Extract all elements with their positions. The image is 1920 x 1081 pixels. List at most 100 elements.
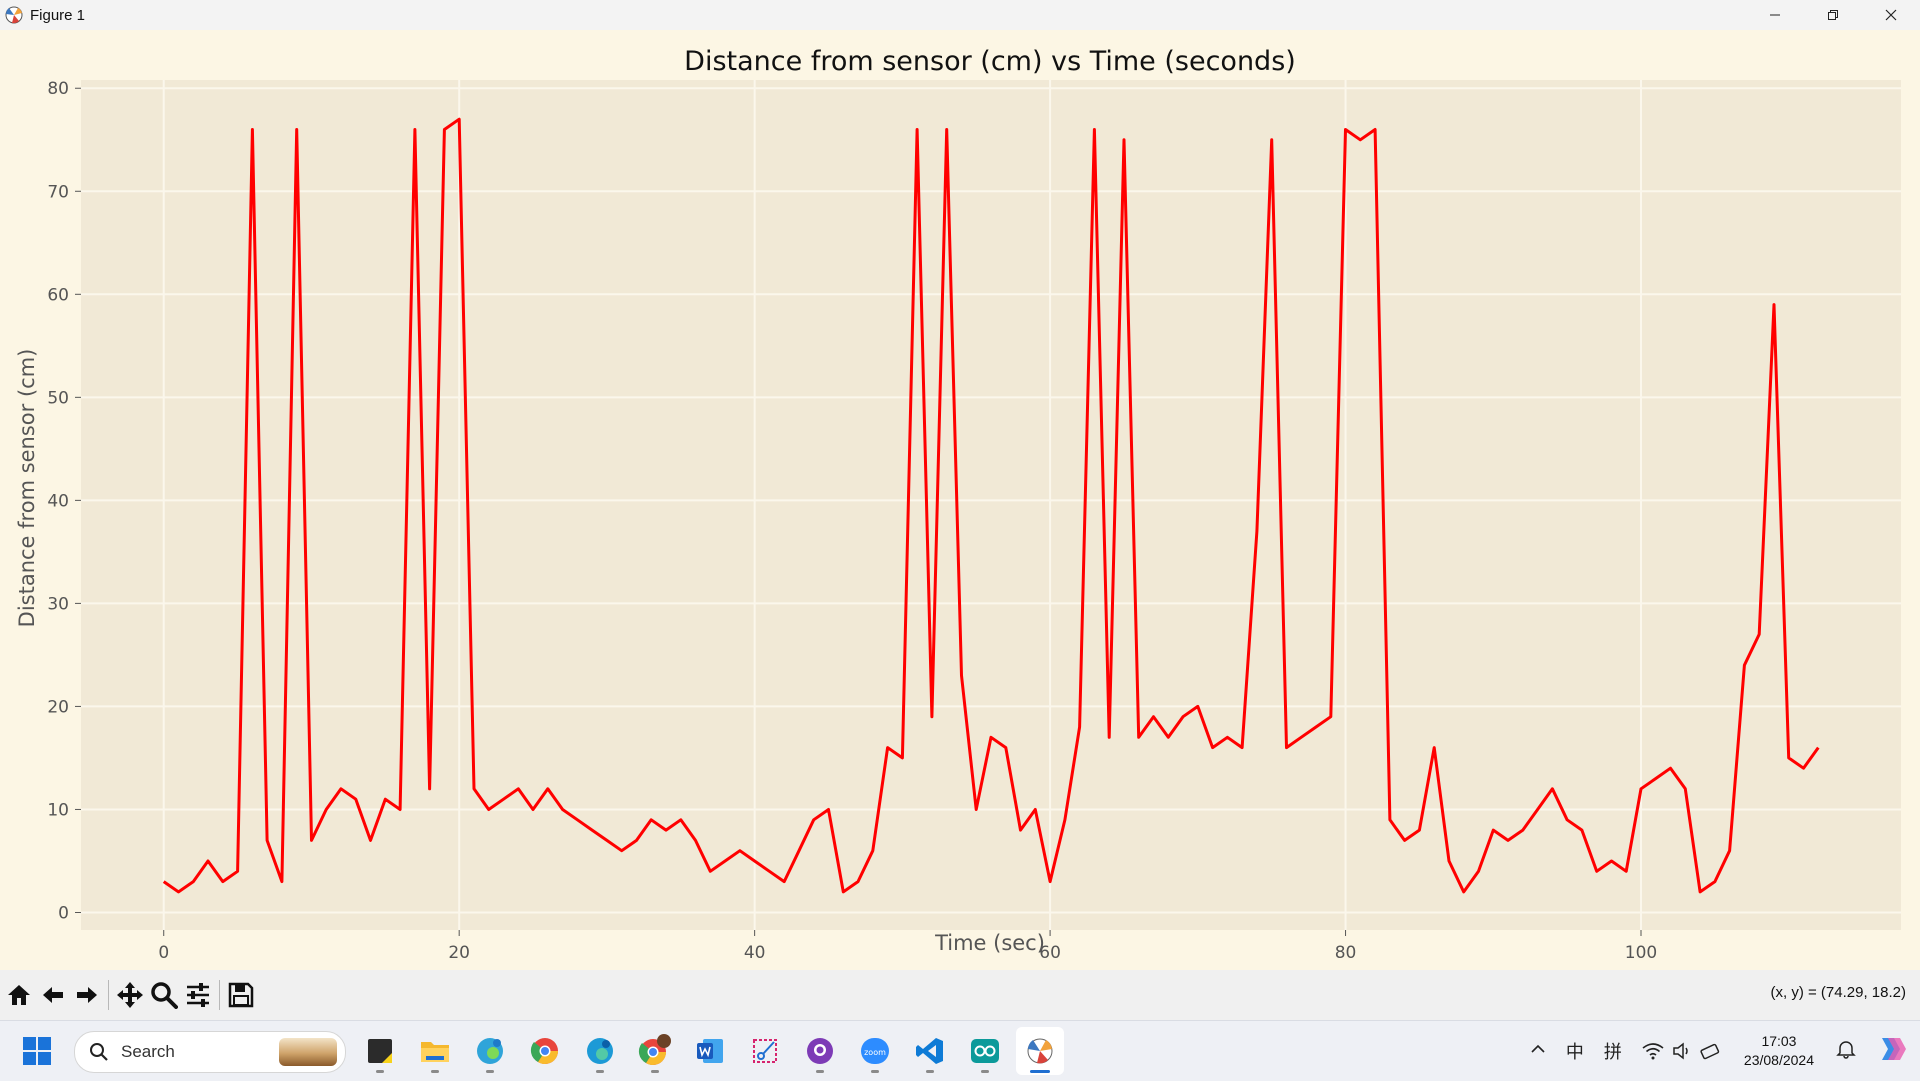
y-tick-label: 50 [47, 388, 69, 408]
running-indicator [926, 1070, 934, 1073]
network-volume-battery-group[interactable] [1642, 1042, 1722, 1060]
back-arrow-icon [43, 987, 63, 1003]
chrome-canary-icon [530, 1038, 559, 1065]
y-tick-label: 30 [47, 594, 69, 614]
y-axis-label: Distance from sensor (cm) [15, 349, 39, 628]
y-axis-ticks: 0 10 20 30 40 50 60 70 80 [47, 79, 81, 923]
ime-mode-indicator[interactable]: 拼 [1603, 1042, 1622, 1063]
running-indicator [871, 1070, 879, 1073]
running-indicator [431, 1070, 439, 1073]
restore-button[interactable] [1804, 0, 1862, 30]
clock-date: 23/08/2024 [1743, 1052, 1814, 1068]
back-button[interactable] [36, 977, 70, 1013]
running-indicator [816, 1070, 824, 1073]
taskbar: Search [0, 1020, 1920, 1081]
configure-subplots-button[interactable] [181, 977, 215, 1013]
zoom-app-icon: zoom [861, 1038, 889, 1064]
edge-beta-icon [477, 1038, 503, 1064]
arduino-icon [971, 1039, 999, 1063]
y-tick-label: 20 [47, 697, 69, 717]
x-axis-ticks: 0 20 40 60 80 100 [158, 930, 1657, 963]
svg-text:zoom: zoom [864, 1048, 886, 1057]
taskbar-app-zoom[interactable]: zoom [851, 1027, 899, 1075]
taskbar-clock[interactable]: 17:03 23/08/2024 [1744, 1032, 1814, 1070]
running-indicator [596, 1070, 604, 1073]
clock-time: 17:03 [1761, 1033, 1797, 1049]
minimize-icon [1770, 14, 1780, 16]
y-tick-label: 60 [47, 285, 69, 305]
taskbar-app-word[interactable] [686, 1027, 734, 1075]
taskbar-apps: zoom [356, 1027, 1071, 1075]
gridlines [81, 80, 1901, 930]
battery-icon [1700, 1043, 1720, 1060]
pan-button[interactable] [113, 977, 147, 1013]
toolbar-separator [219, 980, 220, 1010]
taskbar-app-snipping-tool[interactable] [741, 1027, 789, 1075]
notifications-button[interactable] [1836, 1039, 1856, 1064]
copilot-icon [1882, 1037, 1906, 1060]
restore-icon [1828, 10, 1838, 20]
x-tick-label: 20 [448, 943, 470, 963]
folder-icon [421, 1042, 449, 1062]
series-line [162, 117, 1820, 894]
x-tick-label: 60 [1039, 943, 1061, 963]
copilot-button[interactable] [1876, 1034, 1906, 1069]
windows-logo-icon [23, 1037, 51, 1065]
chevron-up-icon [1531, 1044, 1545, 1053]
show-hidden-icons-button[interactable] [1530, 1041, 1546, 1062]
forward-arrow-icon [77, 987, 97, 1003]
line-chart[interactable]: Distance from sensor (cm) vs Time (secon… [0, 30, 1920, 970]
taskbar-app-chrome-profile[interactable] [631, 1027, 679, 1075]
ime-language-indicator[interactable]: 中 [1565, 1042, 1584, 1063]
matplotlib-figure-icon [1027, 1038, 1053, 1064]
y-tick-label: 70 [47, 182, 69, 202]
figure-canvas[interactable]: Distance from sensor (cm) vs Time (secon… [0, 30, 1920, 970]
volume-icon [1673, 1042, 1688, 1060]
window-controls [1746, 0, 1920, 30]
y-tick-label: 40 [47, 491, 69, 511]
toolbar-separator [108, 980, 109, 1010]
chrome-icon [638, 1034, 671, 1066]
word-icon [697, 1039, 723, 1063]
chart-title: Distance from sensor (cm) vs Time (secon… [684, 46, 1296, 77]
running-indicator [981, 1070, 989, 1073]
matplotlib-icon [5, 6, 23, 24]
forward-button[interactable] [70, 977, 104, 1013]
plot-area[interactable] [81, 80, 1901, 930]
navigation-toolbar: (x, y) = (74.29, 18.2) [0, 970, 1920, 1020]
search-placeholder: Search [121, 1042, 175, 1061]
close-icon [1885, 9, 1897, 21]
taskbar-app-edge-beta[interactable] [466, 1027, 514, 1075]
configure-subplots-icon [187, 983, 209, 1007]
running-indicator [376, 1070, 384, 1073]
y-tick-label: 10 [47, 800, 69, 820]
window-title: Figure 1 [30, 6, 86, 24]
minimize-button[interactable] [1746, 0, 1804, 30]
taskbar-app-vscode[interactable] [906, 1027, 954, 1075]
save-icon [228, 982, 254, 1008]
system-tray: 中 拼 17:03 23/08/2024 [1520, 1021, 1920, 1081]
y-tick-label: 80 [47, 79, 69, 99]
taskbar-app-arduino[interactable] [961, 1027, 1009, 1075]
running-indicator [1030, 1070, 1050, 1073]
running-indicator [651, 1070, 659, 1073]
taskbar-app-edge-dev[interactable] [576, 1027, 624, 1075]
close-button[interactable] [1862, 0, 1920, 30]
running-indicator [486, 1070, 494, 1073]
taskbar-app-matplotlib-figure[interactable] [1016, 1027, 1064, 1075]
x-tick-label: 0 [158, 943, 169, 963]
bell-icon [1836, 1040, 1856, 1059]
search-icon [90, 1043, 108, 1061]
taskbar-search[interactable]: Search [74, 1031, 346, 1073]
home-icon [8, 985, 30, 1005]
taskbar-app-chrome-canary[interactable] [521, 1027, 569, 1075]
taskbar-app-github-desktop[interactable] [796, 1027, 844, 1075]
save-button[interactable] [224, 977, 258, 1013]
taskbar-app-file-explorer[interactable] [411, 1027, 459, 1075]
cursor-coordinates: (x, y) = (74.29, 18.2) [1770, 984, 1906, 1001]
zoom-button[interactable] [147, 977, 181, 1013]
home-button[interactable] [2, 977, 36, 1013]
x-tick-label: 80 [1335, 943, 1357, 963]
start-button[interactable] [22, 1036, 52, 1066]
taskbar-app-sticky-notes[interactable] [356, 1027, 404, 1075]
